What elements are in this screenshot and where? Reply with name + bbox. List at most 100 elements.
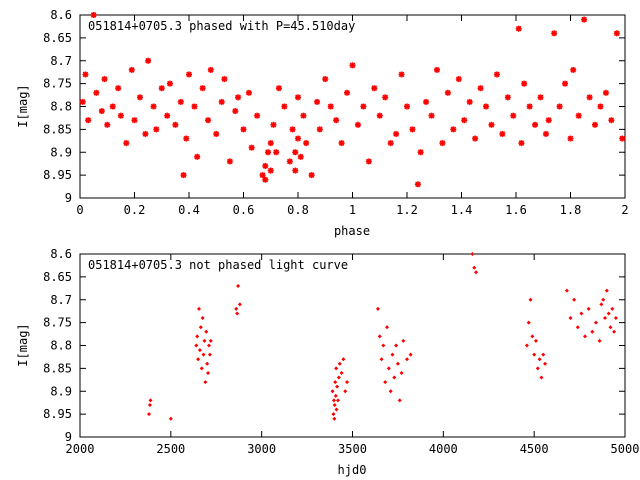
unphased-data-points: [147, 252, 618, 421]
unphased-data-point: [206, 343, 211, 348]
phased-x-tick-label: 0.6: [233, 203, 255, 217]
unphased-x-axis-label: hjd0: [338, 463, 367, 477]
unphased-data-point: [201, 352, 206, 357]
phased-data-point: [338, 140, 345, 147]
phased-data-point: [183, 135, 190, 142]
phased-x-tick-label: 0.8: [287, 203, 309, 217]
unphased-data-point: [524, 343, 529, 348]
unphased-data-point: [568, 316, 573, 321]
unphased-data-point: [341, 357, 346, 362]
phased-data-point: [232, 108, 239, 115]
phased-data-point: [602, 89, 609, 96]
phased-data-point: [537, 94, 544, 101]
unphased-data-point: [336, 375, 341, 380]
unphased-data-point: [332, 416, 337, 421]
phased-chart: 051814+0705.3 phased with P=45.510day ph…: [16, 8, 629, 238]
phased-data-point: [433, 66, 440, 73]
phased-y-tick-label: 8.95: [43, 168, 72, 182]
unphased-data-point: [207, 352, 212, 357]
phased-y-tick-label: 8.75: [43, 77, 72, 91]
phased-data-point: [295, 94, 301, 101]
unphased-data-point: [333, 393, 338, 398]
unphased-data-point: [337, 361, 342, 366]
phased-data-point: [493, 71, 500, 78]
phased-data-point: [158, 85, 165, 92]
unphased-data-point: [395, 361, 400, 366]
phased-data-point: [417, 149, 424, 156]
unphased-data-point: [613, 316, 618, 321]
unphased-data-point: [590, 329, 595, 334]
phased-data-point: [521, 80, 528, 87]
phased-data-points: [79, 12, 626, 188]
phased-y-tick-label: 8.65: [43, 31, 72, 45]
unphased-data-point: [397, 398, 402, 403]
unphased-data-point: [579, 311, 584, 316]
phased-data-point: [344, 89, 351, 96]
phased-data-point: [128, 66, 135, 73]
unphased-data-point: [394, 343, 399, 348]
phased-data-point: [466, 98, 473, 105]
phased-data-point: [562, 80, 569, 87]
phased-data-point: [570, 66, 577, 73]
phased-x-axis-label: phase: [334, 224, 370, 238]
unphased-data-point: [564, 288, 569, 293]
phased-data-point: [526, 103, 533, 110]
phased-data-point: [349, 62, 356, 69]
phased-data-point: [292, 167, 299, 174]
phased-data-point: [613, 30, 620, 37]
phased-data-point: [567, 135, 574, 142]
unphased-y-tick-label: 8.9: [50, 384, 72, 398]
unphased-data-point: [147, 402, 152, 407]
phased-data-point: [376, 112, 383, 119]
unphased-data-point: [526, 320, 531, 325]
unphased-data-point: [472, 265, 477, 270]
phased-chart-title: 051814+0705.3 phased with P=45.510day: [88, 19, 355, 33]
unphased-data-point: [205, 361, 210, 366]
phased-data-point: [592, 121, 599, 128]
phased-data-point: [414, 181, 421, 188]
unphased-x-tick-label: 4000: [429, 442, 458, 456]
unphased-data-point: [528, 297, 533, 302]
phased-data-point: [608, 117, 615, 124]
phased-data-point: [254, 112, 261, 119]
unphased-y-tick-label: 9: [65, 430, 72, 444]
phased-data-point: [322, 76, 329, 83]
phased-data-point: [586, 94, 593, 101]
unphased-x-tick-label: 4500: [520, 442, 549, 456]
unphased-data-point: [335, 398, 340, 403]
phased-y-tick-label: 8.9: [50, 145, 72, 159]
unphased-data-point: [405, 357, 409, 362]
phased-data-point: [286, 158, 293, 165]
phased-data-point: [387, 140, 394, 147]
phased-data-point: [409, 126, 416, 133]
unphased-data-point: [202, 338, 207, 343]
unphased-data-point: [375, 306, 380, 311]
phased-data-point: [93, 89, 100, 96]
phased-data-point: [444, 89, 451, 96]
phased-data-point: [270, 121, 277, 128]
phased-y-tick-label: 8.7: [50, 54, 72, 68]
phased-data-point: [98, 108, 105, 115]
unphased-data-point: [234, 306, 239, 311]
phased-data-point: [404, 103, 410, 110]
phased-x-tick-label: 0.4: [178, 203, 200, 217]
unphased-data-point: [335, 384, 340, 389]
phased-data-point: [581, 16, 588, 23]
phased-data-point: [262, 162, 269, 169]
unphased-data-point: [334, 407, 339, 412]
phased-data-point: [191, 103, 198, 110]
phased-x-tick-label: 1: [349, 203, 356, 217]
phased-y-tick-label: 9: [65, 191, 72, 205]
unphased-data-point: [543, 361, 548, 366]
phased-data-point: [273, 149, 280, 156]
unphased-data-point: [198, 325, 203, 330]
phased-data-point: [542, 130, 549, 137]
phased-data-point: [450, 126, 457, 133]
unphased-data-point: [392, 375, 397, 380]
phased-data-point: [488, 121, 495, 128]
phased-ticks: 0 0.2 0.4 0.6 0.8 1 1.2 1.4 1.6 1.8 2 8.6 8.65 8.7 8.7…: [43, 8, 629, 217]
phased-data-point: [303, 140, 310, 147]
unphased-data-point: [237, 302, 242, 307]
unphased-data-point: [333, 380, 338, 385]
